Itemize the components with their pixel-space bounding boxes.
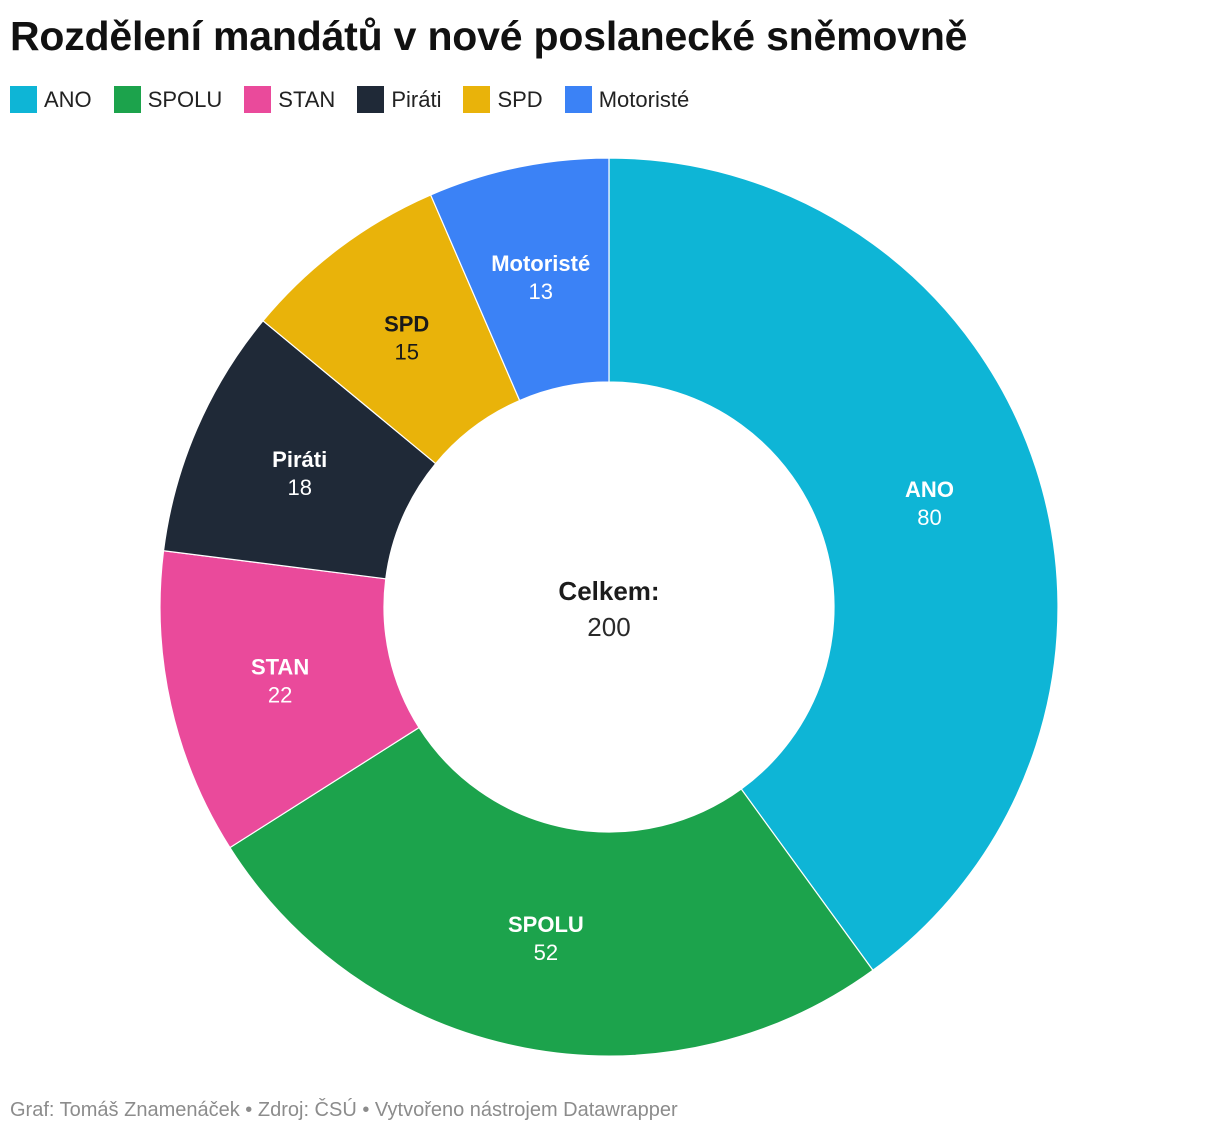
slice-spolu <box>229 726 874 1057</box>
legend-label: SPOLU <box>147 87 223 112</box>
slice-label-motoriste: Motoristé <box>491 251 590 276</box>
chart-legend: ANO SPOLU STAN Piráti SPD Motoristé <box>10 86 711 113</box>
legend-item-spolu: SPOLU <box>113 86 223 113</box>
footer-separator: • <box>245 1099 253 1121</box>
source-note: Zdroj: ČSÚ <box>257 1099 357 1121</box>
legend-label: ANO <box>44 87 92 112</box>
center-total: 200 <box>587 612 630 642</box>
legend-label: SPD <box>497 87 543 112</box>
donut-chart: ANO 80 SPOLU 52 STAN 22 Piráti 18 SPD 15 Motoristé… <box>159 157 1059 1057</box>
legend-item-motoriste: Motoristé <box>564 86 690 113</box>
slice-value-spolu: 52 <box>534 940 558 965</box>
slice-value-stan: 22 <box>268 683 292 708</box>
legend-swatch <box>463 86 491 113</box>
legend-label: Piráti <box>391 87 442 112</box>
slice-value-pirati: 18 <box>287 475 311 500</box>
slice-value-motoriste: 13 <box>528 279 552 304</box>
donut-slices <box>159 157 1059 1057</box>
footer-separator: • <box>362 1099 370 1121</box>
chart-title: Rozdělení mandátů v nové poslanecké sněm… <box>10 13 968 59</box>
slice-value-ano: 80 <box>917 505 941 530</box>
slice-label-ano: ANO <box>905 477 954 502</box>
legend-item-stan: STAN <box>244 86 335 113</box>
slice-label-pirati: Piráti <box>272 447 327 472</box>
datawrapper-credit-link[interactable]: Vytvořeno nástrojem Datawrapper <box>374 1099 678 1121</box>
legend-item-pirati: Piráti <box>357 86 441 113</box>
byline: Graf: Tomáš Znamenáček <box>10 1099 240 1121</box>
slice-label-spd: SPD <box>384 312 429 337</box>
slice-value-spd: 15 <box>394 340 418 365</box>
legend-swatch <box>564 86 592 113</box>
donut-slice-labels: ANO 80 SPOLU 52 STAN 22 Piráti 18 SPD 15 Motoristé… <box>251 251 954 965</box>
legend-swatch <box>244 86 272 113</box>
chart-footer: Graf: Tomáš Znamenáček • Zdroj: ČSÚ • Vy… <box>10 1098 678 1122</box>
legend-item-ano: ANO <box>10 86 92 113</box>
slice-label-stan: STAN <box>251 655 309 680</box>
legend-swatch <box>357 86 385 113</box>
center-label: Celkem: <box>558 576 659 606</box>
legend-label: STAN <box>278 87 336 112</box>
legend-swatch <box>10 86 37 113</box>
slice-label-spolu: SPOLU <box>508 912 584 937</box>
legend-item-spd: SPD <box>463 86 543 113</box>
legend-swatch <box>113 86 141 113</box>
slice-stan <box>159 550 420 849</box>
slice-ano <box>608 157 1059 972</box>
slice-motoriste <box>429 157 610 402</box>
legend-label: Motoristé <box>598 87 690 112</box>
